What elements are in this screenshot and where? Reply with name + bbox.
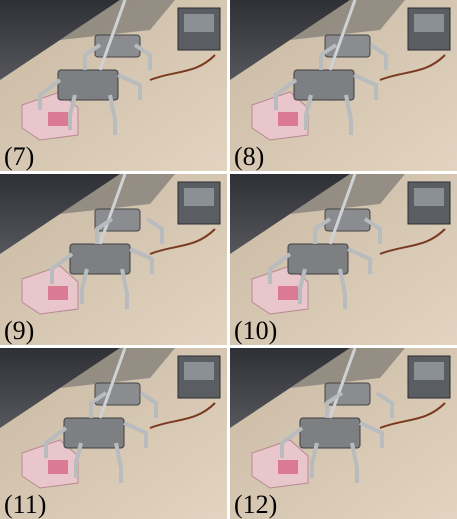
panel-label: (8) [234,142,264,171]
photo-grid: (7) (8) (9) (10) (11) (12) [0,0,457,519]
photo-panel: (10) [230,174,457,345]
machine-panel [414,188,444,206]
panel-label: (9) [4,316,34,345]
robot-body-rear [325,209,370,231]
machine-panel [184,362,214,380]
box-label [48,460,68,474]
box-label [48,112,68,126]
machine-panel [414,362,444,380]
box-label [278,112,298,126]
box-label [278,460,298,474]
photo-panel: (8) [230,0,457,171]
panel-label: (12) [234,490,277,519]
panel-label: (11) [4,490,46,519]
robot-body-rear [95,35,140,57]
box-label [48,286,68,300]
panel-label: (7) [4,142,34,171]
machine-panel [184,14,214,32]
photo-panel: (7) [0,0,227,171]
machine-panel [184,188,214,206]
photo-panel: (12) [230,348,457,519]
panel-label: (10) [234,316,277,345]
box-label [278,286,298,300]
machine-panel [414,14,444,32]
photo-panel: (11) [0,348,227,519]
photo-panel: (9) [0,174,227,345]
